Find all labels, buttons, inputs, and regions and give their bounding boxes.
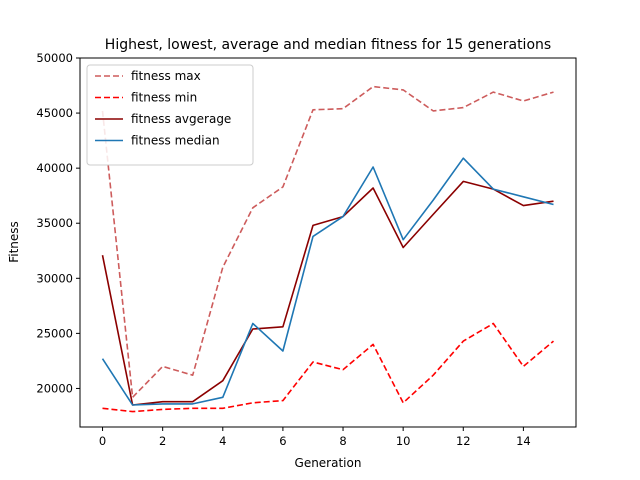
series-layer (101, 85, 555, 413)
plot-frame (79, 57, 577, 428)
y-tick-label: 35000 (36, 216, 73, 230)
x-tick-label: 10 (396, 434, 411, 448)
series-line-fitness-median (101, 157, 554, 406)
x-tick-label: 6 (279, 434, 286, 448)
y-axis-ticks: 20000 25000 30000 35000 40000 45000 50000 (36, 51, 80, 395)
x-tick-label: 4 (219, 434, 226, 448)
x-tick-label: 2 (159, 434, 166, 448)
y-tick-label: 45000 (36, 106, 73, 120)
y-tick-label: 40000 (36, 161, 73, 175)
y-tick-label: 25000 (36, 326, 73, 340)
y-tick-label: 20000 (36, 381, 73, 395)
x-tick-label: 0 (99, 434, 106, 448)
y-tick-label: 50000 (36, 51, 73, 65)
legend-label: fitness median (131, 134, 220, 148)
x-tick-label: 8 (339, 434, 346, 448)
legend-label: fitness avgerage (131, 112, 231, 126)
series-line-fitness-avgerage (101, 180, 554, 406)
y-tick-label: 30000 (36, 271, 73, 285)
x-tick-label: 14 (516, 434, 531, 448)
legend-label: fitness min (131, 91, 197, 105)
x-tick-label: 12 (456, 434, 471, 448)
x-axis-ticks: 0 2 4 6 8 10 12 14 (99, 427, 531, 448)
legend-label: fitness max (131, 69, 201, 83)
legend-box (86, 64, 254, 166)
y-axis-label: Fitness (7, 221, 21, 263)
series-line-fitness-min (102, 322, 555, 413)
x-axis-label: Generation (295, 456, 362, 470)
chart-title: Highest, lowest, average and median fitn… (105, 37, 551, 53)
legend: fitness max fitness min fitness avgerage fi… (86, 64, 254, 166)
series-line-fitness-max (101, 85, 554, 399)
